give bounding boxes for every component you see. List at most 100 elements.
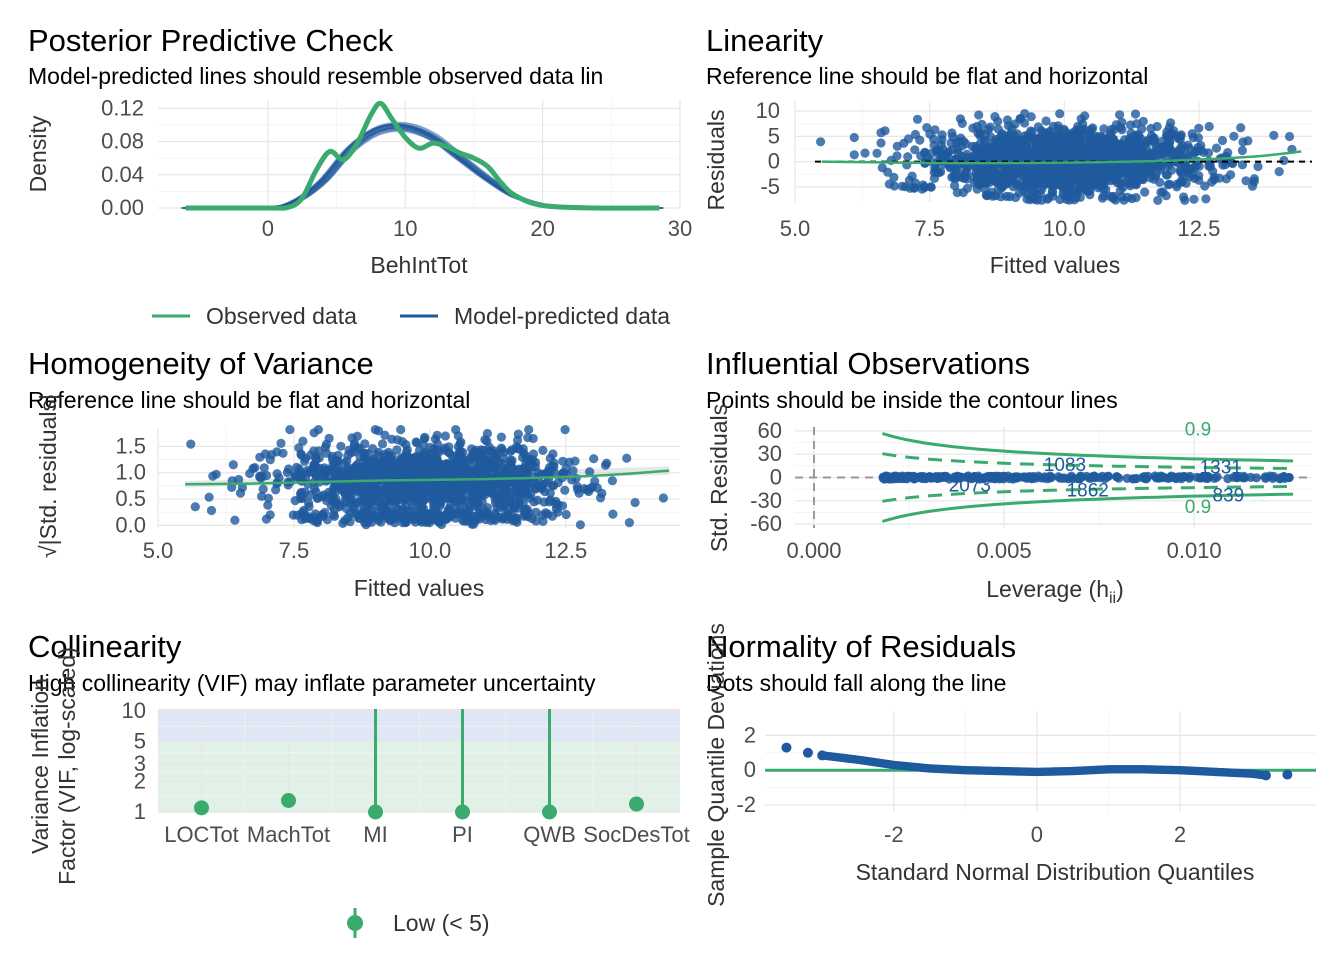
ppc-predicted-line (184, 126, 659, 209)
hom-point (532, 495, 543, 505)
ppc-predicted-line (183, 128, 658, 209)
hom-point (507, 455, 517, 466)
lin-point (1008, 182, 1018, 192)
lin-point (1094, 167, 1104, 177)
ppc-predicted-line (184, 128, 659, 209)
hom-xtick-label: 7.5 (279, 538, 310, 563)
hom-point (521, 451, 531, 461)
hom-point (457, 452, 467, 462)
hom-point (560, 485, 570, 495)
lin-point (1015, 137, 1025, 147)
inf-point (1239, 471, 1249, 481)
normality-title: Normality of Residuals (706, 629, 1016, 664)
hom-point (521, 480, 531, 490)
lin-point (1108, 193, 1118, 204)
normality-plot-area: -2 0 2 -2 0 2 (736, 711, 1316, 847)
nor-ytick-label: 0 (744, 757, 756, 782)
hom-smooth-line (185, 469, 670, 486)
lin-point (1020, 109, 1030, 119)
hom-point (408, 512, 418, 522)
ppc-predicted-line (184, 127, 659, 209)
inf-point (1284, 472, 1294, 483)
collinearity-ylabel-line2: Factor (VIF, log-scaled) (54, 647, 80, 885)
hom-point (564, 457, 574, 467)
lin-point (950, 181, 960, 191)
lin-point (876, 128, 886, 138)
lin-point (1058, 151, 1068, 161)
lin-point (903, 134, 914, 144)
legend-label-low: Low (< 5) (393, 910, 490, 936)
hom-point (227, 482, 237, 492)
inf-point (1169, 472, 1179, 482)
inf-point (1184, 473, 1194, 483)
hom-point (462, 516, 472, 526)
hom-point (432, 439, 443, 449)
lin-point (1101, 165, 1111, 176)
col-xtick-label: MachTot (247, 822, 330, 847)
inf-point (1198, 472, 1208, 482)
hom-point (374, 447, 384, 457)
inf-point (1209, 473, 1220, 483)
inf-ytick-label: -30 (750, 488, 782, 513)
lin-point (849, 132, 859, 143)
collinearity-subtitle: High collinearity (VIF) may inflate para… (28, 670, 596, 696)
lin-point (937, 130, 947, 140)
lin-point (1027, 127, 1037, 137)
hom-point (235, 488, 246, 498)
lin-point (1073, 125, 1083, 135)
lin-point (889, 181, 900, 191)
hom-point (545, 453, 555, 463)
hom-point (441, 510, 451, 520)
hom-point (503, 468, 513, 478)
lin-ytick-label: 10 (756, 98, 780, 123)
hom-point (387, 451, 397, 461)
lin-point (992, 139, 1002, 149)
hom-point (230, 515, 240, 525)
lin-point (1183, 140, 1193, 150)
hom-point (369, 454, 379, 464)
lin-point (1047, 186, 1058, 196)
inf-point-label: 1862 (1067, 481, 1109, 502)
hom-point (300, 456, 310, 466)
lin-point (982, 145, 992, 156)
hom-point (528, 433, 538, 444)
hom-point (309, 484, 320, 494)
col-vif-point (629, 796, 644, 812)
hom-point (297, 515, 307, 525)
linearity-xlabel: Fitted values (990, 252, 1120, 278)
hom-point (422, 459, 432, 469)
col-xtick-label: MI (363, 822, 387, 847)
inf-xtick-label: 0.005 (977, 538, 1032, 563)
hom-point (322, 467, 332, 477)
homogeneity-ylabel: √|Std. residuals| (35, 394, 61, 558)
nor-ytick-label: 2 (744, 722, 756, 747)
hom-point (272, 469, 282, 479)
lin-point (1228, 158, 1238, 169)
hom-point (551, 496, 561, 506)
collinearity-plot-area: 1 235 10 LOCTot MachTot MI PI QWB SocDesTot (122, 698, 690, 847)
hom-point (211, 469, 221, 479)
inf-ytick-label: 30 (758, 441, 782, 466)
lin-ytick-label: 0 (768, 149, 780, 174)
lin-point (1156, 162, 1166, 172)
lin-point (1199, 147, 1209, 157)
hom-xtick-label: 5.0 (143, 538, 174, 563)
hom-ytick-label: 1.0 (115, 460, 146, 485)
inf-point (1089, 471, 1100, 481)
hom-point (553, 507, 563, 517)
lin-point (960, 169, 970, 179)
inf-point (1139, 472, 1149, 482)
ppc-title: Posterior Predictive Check (28, 23, 394, 58)
lin-point (1109, 161, 1119, 171)
homogeneity-panel: Homogeneity of Variance Reference line s… (28, 346, 680, 601)
col-ytick-label: 10 (122, 698, 146, 723)
lin-point (920, 182, 930, 193)
hom-point (386, 496, 396, 506)
hom-point (494, 467, 504, 477)
hom-point (630, 497, 640, 508)
inf-point (1152, 472, 1162, 482)
hom-point (545, 488, 555, 498)
lin-point (974, 110, 984, 120)
lin-point (1060, 169, 1070, 179)
ppc-predicted-line (188, 125, 663, 209)
